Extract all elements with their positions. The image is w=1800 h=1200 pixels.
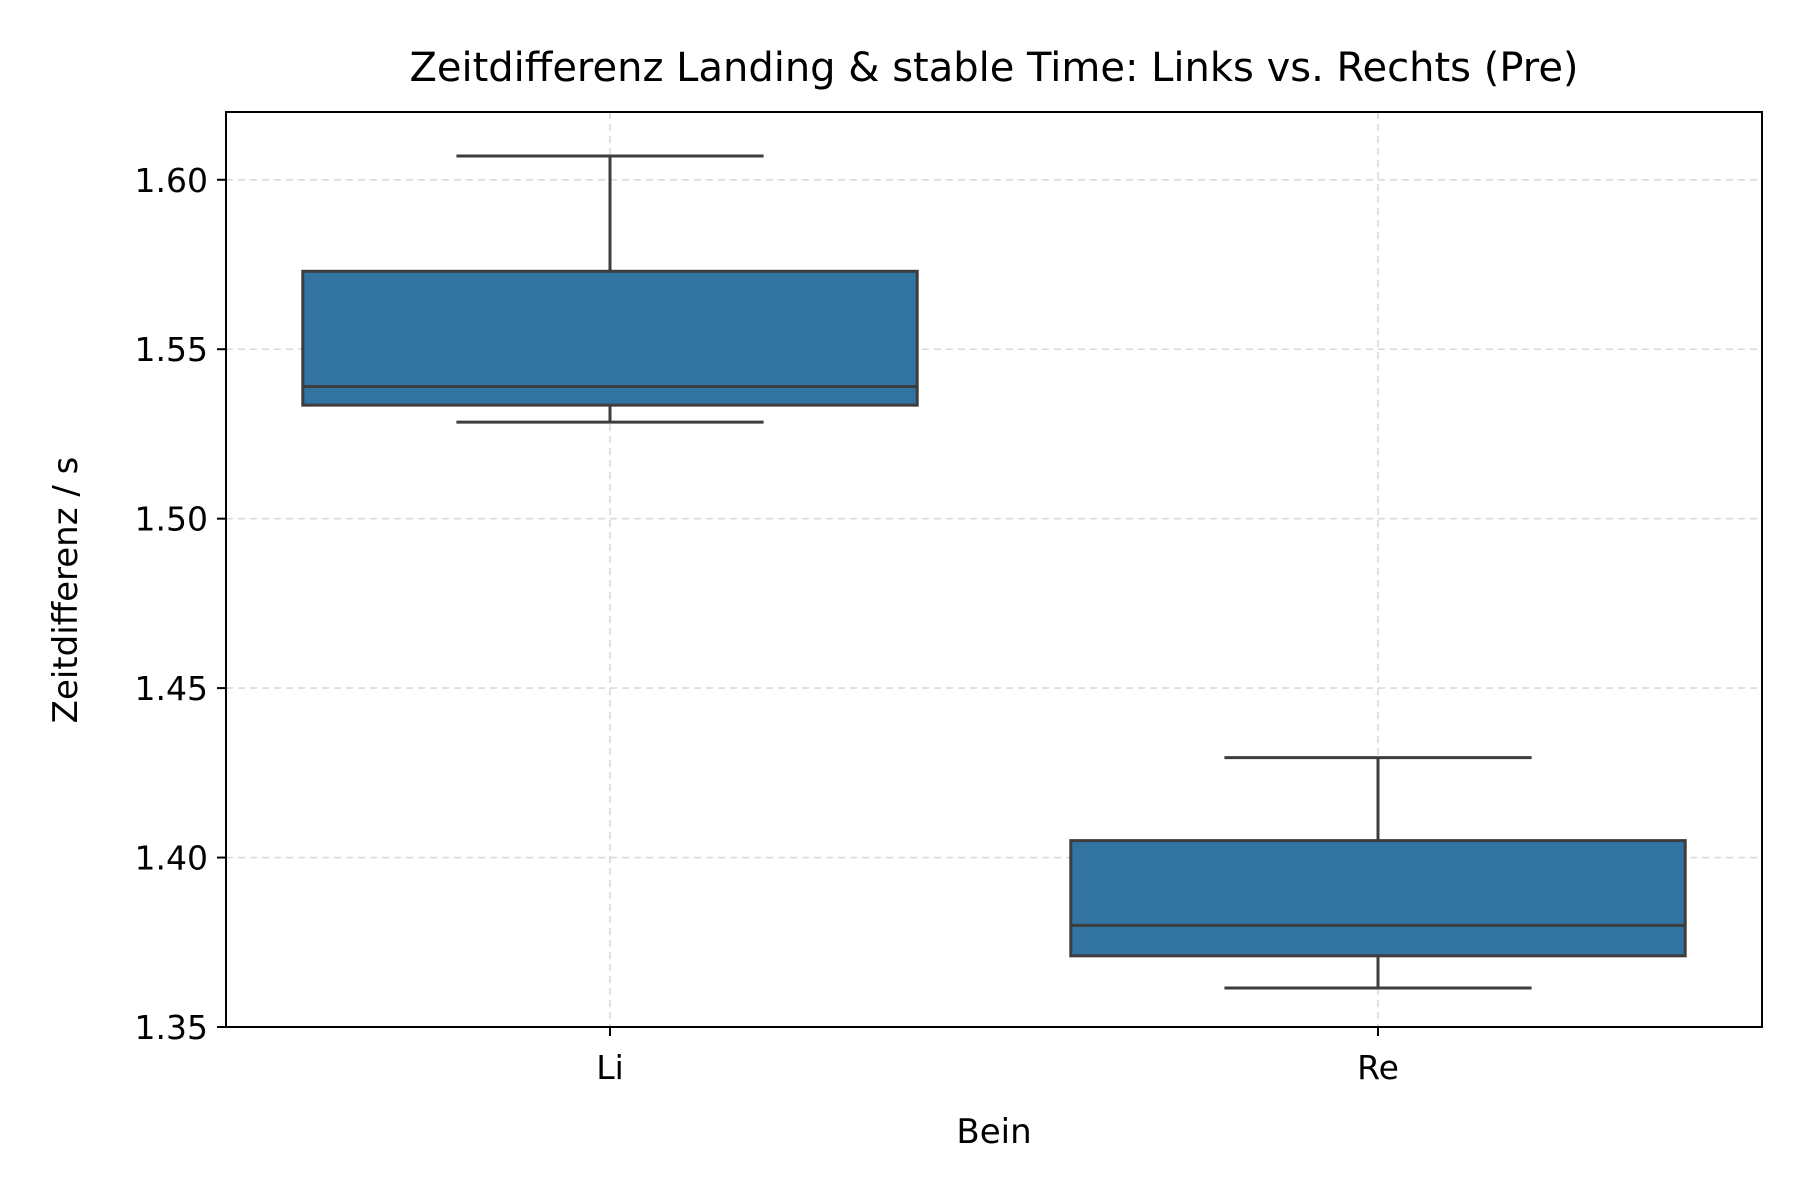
- y-tick-label: 1.35: [135, 1008, 208, 1047]
- y-tick-label: 1.60: [135, 161, 208, 200]
- box-Li: [301, 154, 919, 424]
- plot-frame: [225, 111, 1763, 1028]
- y-ticks: 1.35 1.40 1.45 1.50 1.55 1.60: [135, 161, 226, 1047]
- y-tick-label: 1.45: [135, 669, 208, 708]
- box-Re: [1069, 756, 1687, 990]
- y-tick-label: 1.50: [135, 500, 208, 539]
- x-axis-label: Bein: [956, 1112, 1032, 1152]
- y-tick-label: 1.40: [135, 839, 208, 878]
- x-ticks: Li Re: [596, 1027, 1399, 1087]
- box-series: [301, 154, 1687, 990]
- chart-title: Zeitdifferenz Landing & stable Time: Lin…: [409, 45, 1579, 91]
- y-tick-label: 1.55: [135, 330, 208, 369]
- x-tick-label: Re: [1357, 1048, 1399, 1087]
- x-tick-label: Li: [596, 1048, 624, 1087]
- iqr-box: [301, 269, 919, 407]
- iqr-box: [1069, 839, 1687, 958]
